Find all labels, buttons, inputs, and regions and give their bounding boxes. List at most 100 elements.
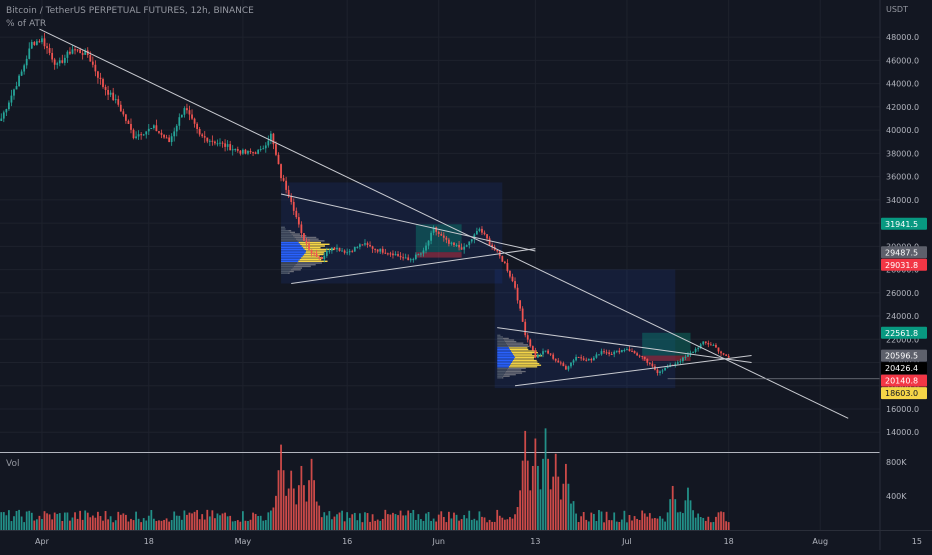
volume-bar bbox=[565, 463, 567, 530]
volume-bar bbox=[646, 516, 649, 530]
candle-body bbox=[348, 251, 351, 253]
candle-body bbox=[656, 369, 659, 374]
candle-body bbox=[41, 38, 43, 43]
volume-bar bbox=[537, 465, 539, 530]
profile-row bbox=[281, 235, 293, 237]
candle-body bbox=[521, 308, 524, 322]
profile-row bbox=[281, 267, 293, 269]
candle-body bbox=[303, 233, 305, 241]
profile-row bbox=[497, 359, 513, 362]
price-tag-bg bbox=[881, 246, 927, 259]
volume-bar bbox=[631, 520, 633, 530]
candle-body bbox=[361, 244, 364, 246]
candle-body bbox=[448, 239, 450, 244]
candle-body bbox=[557, 360, 560, 363]
volume-bar bbox=[539, 489, 542, 530]
candle-body bbox=[336, 247, 338, 250]
candle-body bbox=[46, 46, 48, 49]
profile-row bbox=[281, 253, 305, 256]
volume-bar bbox=[275, 495, 277, 530]
volume-bar bbox=[254, 513, 257, 530]
candle-body bbox=[285, 180, 288, 190]
profile-row bbox=[497, 367, 508, 370]
profile-row bbox=[507, 367, 526, 370]
candle-body bbox=[23, 65, 26, 72]
candle-body bbox=[483, 232, 486, 235]
candle-body bbox=[422, 250, 425, 254]
volume-bar bbox=[557, 476, 560, 530]
volume-bar bbox=[295, 504, 298, 530]
profile-row bbox=[503, 374, 516, 376]
volume-bar bbox=[493, 521, 496, 530]
volume-bar bbox=[269, 510, 272, 530]
candle-body bbox=[641, 355, 644, 357]
candle-body bbox=[715, 344, 717, 348]
candle-body bbox=[392, 253, 394, 256]
volume-bar bbox=[389, 514, 392, 530]
candle-body bbox=[168, 137, 171, 143]
volume-bar bbox=[358, 513, 361, 530]
volume-bar bbox=[643, 513, 646, 530]
candle-body bbox=[127, 120, 130, 124]
candle-body bbox=[470, 239, 473, 242]
volume-bar bbox=[13, 516, 15, 530]
volume-bar bbox=[94, 517, 97, 530]
volume-bar bbox=[656, 518, 659, 530]
volume-bar bbox=[48, 514, 51, 530]
candle-body bbox=[638, 355, 641, 357]
candle-body bbox=[343, 250, 346, 253]
trendline bbox=[291, 248, 536, 285]
volume-bar bbox=[290, 470, 293, 530]
volume-bar bbox=[651, 518, 654, 530]
volume-bar bbox=[676, 512, 679, 530]
candle-body bbox=[722, 353, 725, 355]
volume-bar bbox=[285, 495, 288, 530]
volume-bar bbox=[272, 507, 275, 530]
profile-row bbox=[281, 233, 292, 235]
volume-bar bbox=[407, 510, 410, 530]
volume-bar bbox=[206, 509, 209, 530]
volume-bar bbox=[623, 510, 626, 530]
y-tick-label: 38000.0 bbox=[886, 149, 919, 158]
volume-bar bbox=[409, 513, 412, 530]
volume-bar bbox=[654, 518, 656, 530]
profile-row bbox=[301, 245, 325, 247]
candle-body bbox=[682, 357, 684, 362]
candle-body bbox=[81, 53, 84, 55]
profile-row bbox=[506, 344, 528, 346]
candle-body bbox=[511, 276, 514, 282]
volume-bar bbox=[130, 518, 132, 530]
volume-bar bbox=[170, 520, 173, 530]
profile-row bbox=[497, 356, 516, 358]
profile-row bbox=[497, 336, 502, 338]
volume-bar bbox=[186, 514, 188, 530]
candle-body bbox=[389, 253, 392, 255]
candle-body bbox=[318, 256, 321, 258]
candle-body bbox=[290, 196, 293, 202]
candle-body bbox=[623, 350, 626, 352]
candle-body bbox=[694, 348, 697, 352]
volume-bar bbox=[514, 514, 516, 530]
volume-bar bbox=[371, 514, 374, 530]
volume-tick-label: 400K bbox=[886, 492, 907, 501]
volume-bar bbox=[704, 520, 707, 530]
candle-body bbox=[364, 243, 366, 245]
profile-row bbox=[292, 235, 307, 237]
volume-bar bbox=[119, 514, 122, 530]
candle-body bbox=[386, 253, 389, 255]
profile-row bbox=[508, 366, 538, 368]
candle-body bbox=[679, 361, 682, 363]
candle-body bbox=[231, 149, 234, 151]
volume-tick-label: 800K bbox=[886, 458, 907, 467]
candle-body bbox=[97, 71, 99, 78]
price-tag: 20426.4 bbox=[881, 362, 927, 375]
volume-bar bbox=[595, 520, 598, 530]
volume-bar bbox=[196, 510, 198, 530]
volume-bar bbox=[626, 522, 628, 530]
volume-bar bbox=[91, 515, 94, 530]
price-tag-label: 20140.8 bbox=[885, 377, 918, 386]
volume-bar bbox=[666, 512, 669, 530]
candle-body bbox=[552, 354, 555, 359]
volume-bar bbox=[140, 522, 143, 530]
